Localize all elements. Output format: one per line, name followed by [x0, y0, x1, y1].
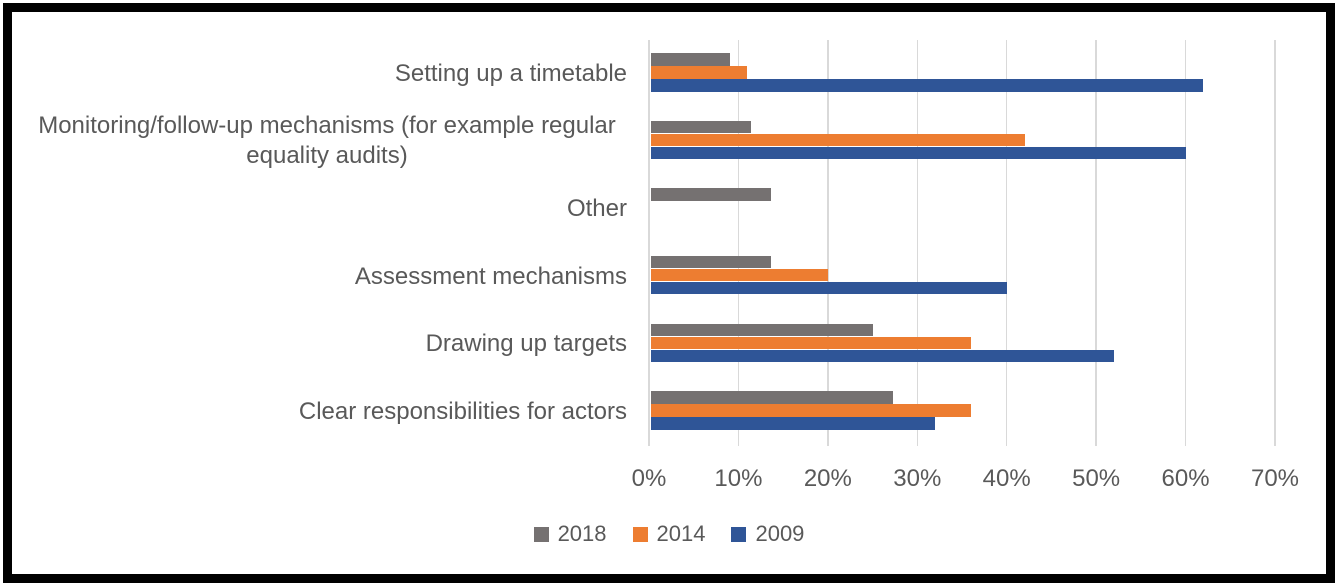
legend-item-2018: 2018: [533, 521, 607, 546]
gridline-0%: [648, 40, 650, 446]
x-tick-label-40%: 40%: [982, 465, 1031, 492]
x-tick-label-0%: 0%: [631, 465, 667, 492]
legend: 2018 2014 2009: [0, 523, 1338, 545]
bar-2018-category-3: [650, 256, 771, 269]
bar-2009-category-1: [650, 146, 1186, 160]
legend-item-2014: 2014: [632, 521, 706, 546]
gridline-40%: [1005, 40, 1008, 446]
bar-2009-category-3: [650, 282, 1007, 295]
category-label-1: Monitoring/follow-up mechanisms (for exa…: [38, 112, 616, 170]
bar-2018-category-4: [650, 323, 873, 337]
x-tick-label-60%: 60%: [1161, 465, 1210, 492]
legend-label-2018: 2018: [557, 521, 607, 546]
x-tick-label-20%: 20%: [803, 465, 852, 492]
bar-2014-category-0: [650, 66, 748, 79]
legend-label-2014: 2014: [656, 521, 706, 546]
x-tick-label-50%: 50%: [1072, 465, 1121, 492]
bar-2014-category-5: [650, 404, 971, 417]
bar-2018-category-2: [650, 188, 771, 201]
bar-2018-category-0: [650, 53, 731, 66]
gridline-20%: [827, 40, 829, 446]
bar-2018-category-1: [650, 120, 751, 134]
x-tick-label-10%: 10%: [714, 465, 763, 492]
gridline-30%: [916, 40, 919, 446]
bar-2009-category-0: [650, 79, 1204, 92]
bar-2009-category-5: [650, 417, 936, 430]
category-label-3: Assessment mechanisms: [354, 262, 627, 290]
legend-swatch-2014: [632, 526, 648, 542]
x-tick-label-30%: 30%: [893, 465, 942, 492]
category-label-0: Setting up a timetable: [394, 59, 627, 87]
gridline-70%: [1274, 40, 1276, 446]
legend-swatch-2018: [533, 526, 549, 542]
legend-item-2009: 2009: [731, 523, 804, 545]
x-tick-label-70%: 70%: [1250, 465, 1300, 492]
gridline-10%: [737, 40, 740, 446]
bar-2018-category-5: [650, 391, 894, 404]
category-label-5: Clear responsibilities for actors: [298, 397, 627, 425]
category-label-2: Other: [566, 194, 627, 222]
legend-label-2009: 2009: [755, 521, 805, 546]
gridline-50%: [1095, 40, 1097, 446]
bar-2014-category-1: [650, 133, 1025, 147]
gridline-60%: [1184, 40, 1187, 446]
legend-swatch-2009: [731, 526, 747, 542]
bar-2009-category-4: [650, 349, 1115, 363]
bar-2014-category-4: [650, 336, 971, 350]
category-label-4: Drawing up targets: [425, 330, 627, 358]
bar-2014-category-3: [650, 269, 828, 282]
